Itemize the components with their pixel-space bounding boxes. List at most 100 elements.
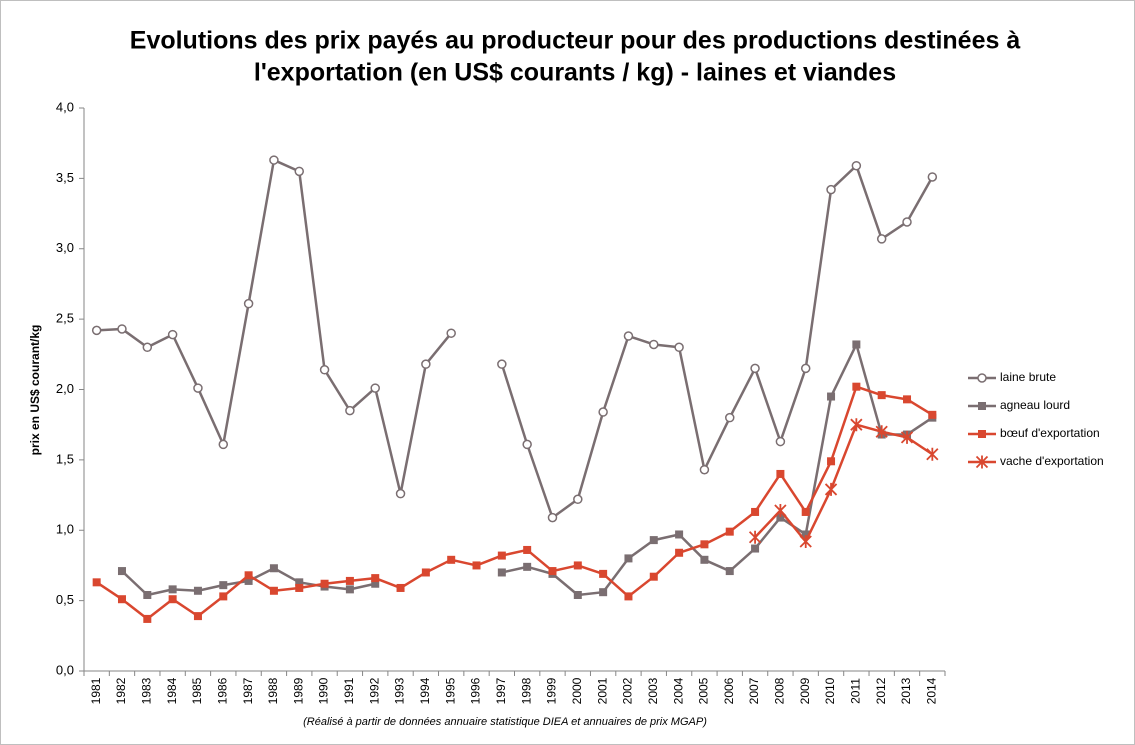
data-point — [294, 166, 304, 177]
data-point — [699, 464, 710, 475]
x-tick-label: 1981 — [89, 677, 103, 704]
data-point — [750, 363, 760, 374]
data-point — [117, 324, 127, 334]
data-point — [269, 586, 278, 595]
x-tick-label: 2007 — [747, 677, 761, 704]
x-tick-label: 2013 — [899, 677, 913, 704]
data-point — [421, 359, 431, 369]
data-point — [523, 545, 532, 554]
data-point — [522, 439, 532, 450]
data-point — [244, 576, 253, 585]
y-tick-label: 3,5 — [56, 170, 74, 185]
data-point — [827, 392, 836, 401]
y-axis-label: prix en US$ courant/kg — [28, 325, 42, 456]
data-point — [799, 535, 812, 549]
data-point — [598, 407, 608, 417]
data-point — [850, 418, 863, 432]
data-point — [395, 488, 406, 499]
x-tick-label: 2009 — [798, 677, 812, 704]
data-point — [319, 365, 330, 375]
data-point — [371, 579, 380, 588]
series-line — [95, 385, 933, 621]
legend-label: agneau lourd — [1000, 398, 1070, 412]
data-point — [801, 507, 810, 516]
data-point — [472, 561, 481, 570]
data-point — [117, 595, 126, 604]
x-tick-label: 2002 — [621, 677, 635, 704]
data-point — [751, 544, 760, 553]
x-tick-label: 1987 — [241, 677, 255, 704]
x-tick-label: 1998 — [519, 677, 533, 704]
x-tick-label: 2000 — [570, 677, 584, 704]
x-tick-label: 2012 — [874, 677, 888, 704]
data-point — [295, 583, 304, 592]
chart-title: l'exportation (en US$ courants / kg) - l… — [254, 59, 896, 87]
data-point — [142, 342, 153, 353]
y-tick-label: 2,5 — [56, 311, 74, 326]
data-point — [91, 325, 102, 336]
data-point — [143, 614, 152, 623]
x-tick-label: 2001 — [595, 677, 609, 704]
x-tick-label: 1994 — [418, 677, 432, 704]
data-point — [776, 513, 785, 522]
data-point — [700, 555, 709, 564]
data-point — [523, 562, 532, 571]
data-point — [497, 359, 507, 369]
data-point — [800, 363, 811, 374]
data-point — [219, 581, 228, 590]
data-point — [370, 383, 380, 393]
data-point — [877, 391, 886, 400]
y-tick-label: 3,0 — [56, 240, 74, 255]
data-point — [649, 339, 659, 350]
source-note: (Réalisé à partir de données annuaire st… — [303, 716, 707, 728]
legend-marker — [975, 455, 989, 469]
data-point — [927, 172, 938, 182]
data-point — [117, 567, 126, 576]
x-tick-label: 1983 — [139, 677, 153, 704]
data-point — [92, 578, 101, 587]
data-point — [295, 578, 304, 587]
data-point — [852, 340, 861, 349]
data-point — [926, 447, 939, 461]
data-point — [497, 568, 506, 577]
legend-marker — [977, 373, 987, 383]
x-tick-label: 1997 — [494, 677, 508, 704]
data-point — [193, 586, 202, 595]
data-point — [168, 595, 177, 604]
data-point — [748, 530, 762, 544]
data-point — [649, 572, 658, 581]
data-point — [624, 592, 633, 601]
data-point — [396, 583, 405, 592]
x-tick-label: 2011 — [849, 678, 863, 704]
x-tick-label: 2005 — [697, 677, 711, 704]
legend-label: vache d'exportation — [1000, 454, 1104, 468]
legend-label: laine brute — [1000, 370, 1056, 384]
data-point — [573, 494, 583, 505]
data-point — [649, 536, 658, 545]
data-point — [345, 576, 354, 585]
legend-marker — [978, 430, 986, 438]
data-point — [700, 540, 709, 549]
data-point — [345, 405, 355, 416]
x-tick-label: 1982 — [114, 677, 128, 704]
data-point — [320, 579, 329, 588]
data-point — [725, 527, 734, 536]
legend-label: bœuf d'exportation — [1000, 426, 1100, 440]
data-point — [876, 234, 887, 244]
data-point — [244, 571, 253, 580]
y-tick-label: 1,5 — [56, 451, 74, 466]
y-tick-label: 4,0 — [56, 99, 74, 114]
data-point — [902, 217, 912, 227]
y-tick-label: 1,0 — [56, 522, 74, 537]
data-point — [751, 507, 760, 516]
x-tick-label: 2006 — [722, 677, 736, 704]
data-point — [599, 588, 608, 597]
chart-title: Evolutions des prix payés au producteur … — [130, 27, 1021, 55]
data-point — [674, 342, 684, 353]
x-tick-label: 1996 — [469, 677, 483, 704]
x-tick-label: 1992 — [367, 677, 381, 704]
data-point — [547, 512, 558, 523]
data-point — [143, 590, 152, 599]
